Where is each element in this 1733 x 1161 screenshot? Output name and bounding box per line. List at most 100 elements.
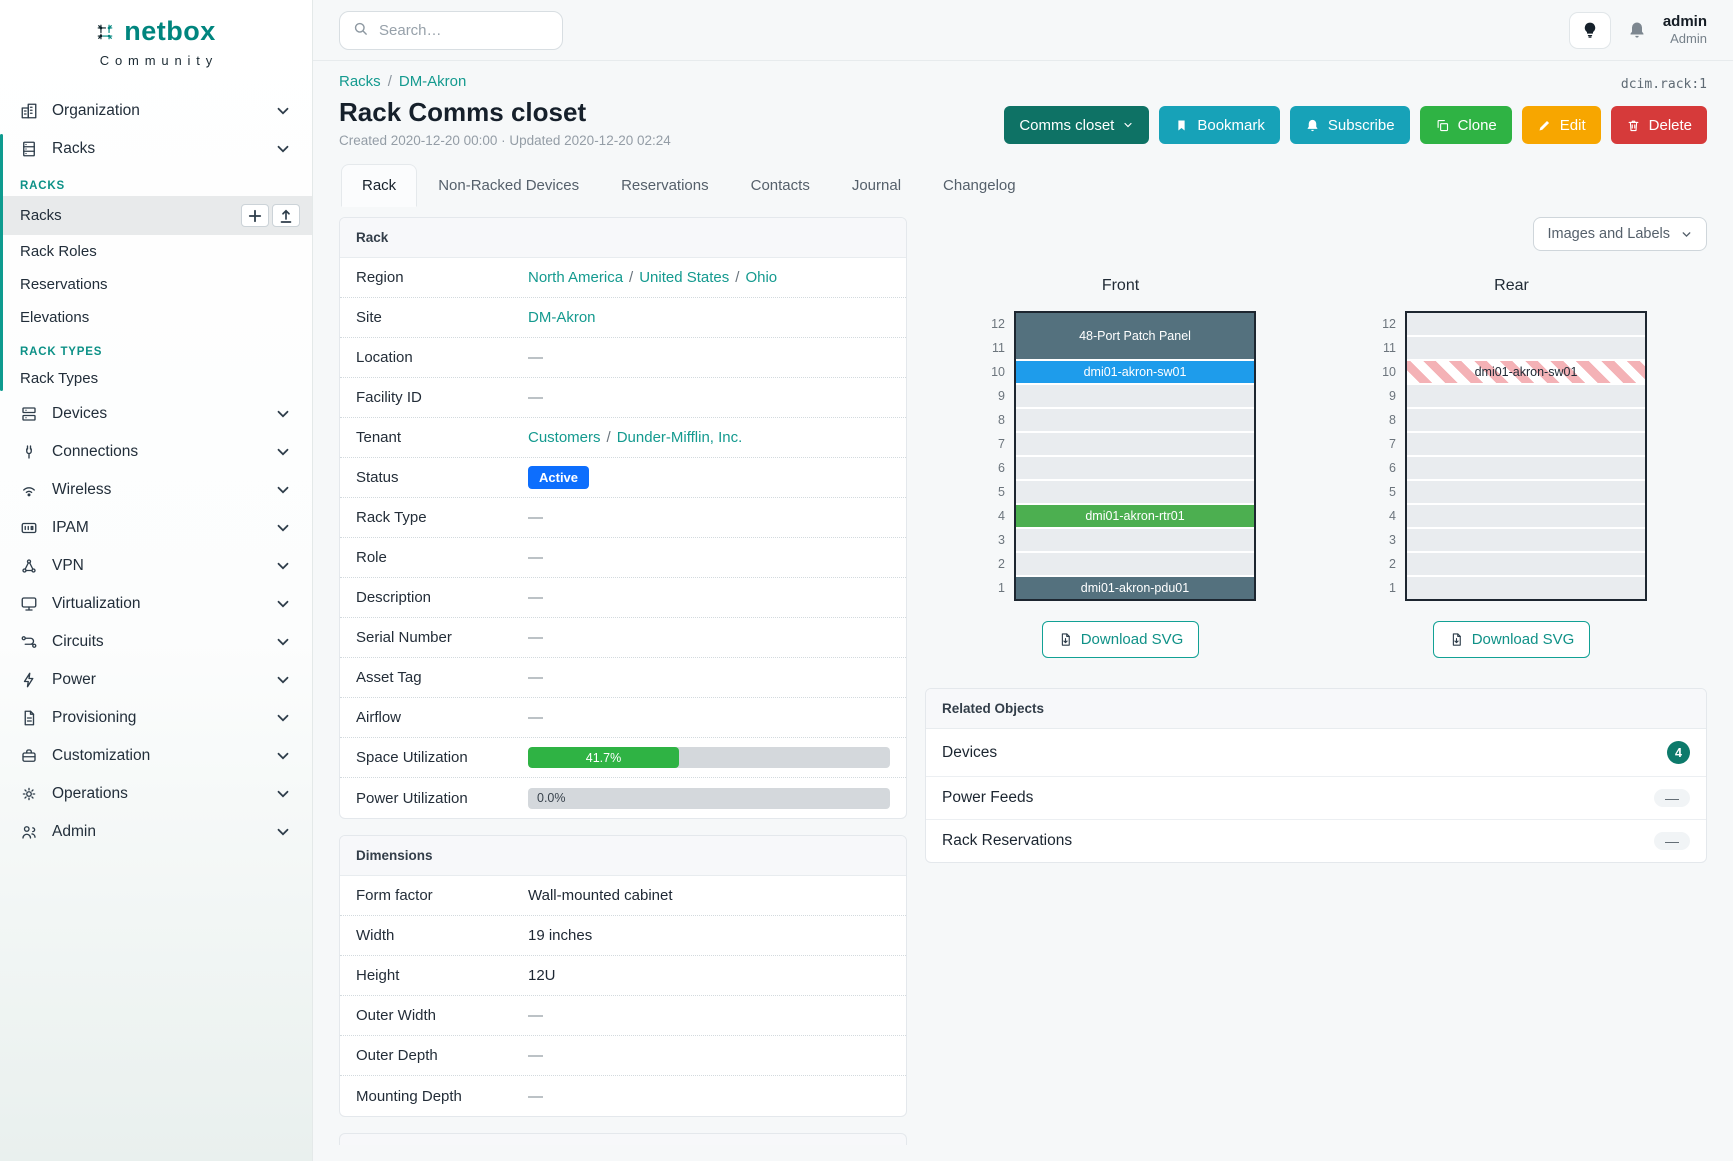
- trash-icon: [1626, 118, 1641, 133]
- sidebar-link-elevations[interactable]: Elevations: [0, 301, 312, 334]
- value-link-ohio[interactable]: Ohio: [745, 269, 778, 286]
- value-link-dunder-mifflin-inc[interactable]: Dunder-Mifflin, Inc.: [616, 429, 743, 446]
- dimensions-panel: Dimensions Form factor Wall-mounted cabin…: [339, 835, 907, 1117]
- empty-value: —: [528, 1047, 543, 1064]
- unit-number: 9: [998, 389, 1005, 403]
- tab-non-racked-devices[interactable]: Non-Racked Devices: [417, 164, 600, 207]
- edit-button[interactable]: Edit: [1521, 106, 1601, 144]
- tab-reservations[interactable]: Reservations: [600, 164, 730, 207]
- device-label: dmi01-akron-sw01: [1083, 365, 1187, 379]
- value-link-united-states[interactable]: United States: [639, 269, 730, 286]
- sidebar-link-reservations[interactable]: Reservations: [0, 268, 312, 301]
- value-link-north-america[interactable]: North America: [528, 269, 624, 286]
- sidebar-item-customization[interactable]: Customization: [0, 737, 312, 775]
- sidebar-item-provisioning[interactable]: Provisioning: [0, 699, 312, 737]
- sidebar-item-wireless[interactable]: Wireless: [0, 471, 312, 509]
- related-row-rack-reservations[interactable]: Rack Reservations —: [926, 820, 1706, 862]
- sidebar-item-circuits[interactable]: Circuits: [0, 623, 312, 661]
- rack-unit-48-port-patch-panel-u12[interactable]: 48-Port Patch Panel: [1016, 313, 1254, 359]
- field-label: Width: [356, 927, 395, 944]
- sidebar-link-rack-roles[interactable]: Rack Roles: [0, 235, 312, 268]
- add-rack-button[interactable]: [241, 204, 269, 227]
- unit-number: 3: [998, 533, 1005, 547]
- rack-unit-empty-u5: [1016, 481, 1254, 503]
- related-row-power-feeds[interactable]: Power Feeds —: [926, 777, 1706, 820]
- notifications-bell-icon[interactable]: [1627, 20, 1647, 40]
- field-row-tenant: Tenant Customers / Dunder-Mifflin, Inc.: [340, 418, 906, 458]
- unit-number: 2: [1389, 557, 1396, 571]
- rack-unit-dmi01-akron-rtr01-u4[interactable]: dmi01-akron-rtr01: [1016, 505, 1254, 527]
- rack-unit-empty-u6: [1016, 457, 1254, 479]
- sidebar-item-organization[interactable]: Organization: [0, 92, 312, 130]
- device-label: 48-Port Patch Panel: [1079, 329, 1191, 343]
- search-box[interactable]: [339, 10, 563, 50]
- download-svg-rear-button[interactable]: Download SVG: [1432, 621, 1591, 658]
- space-utilization-bar: 41.7%: [528, 747, 890, 768]
- brand[interactable]: netbox Community: [0, 0, 312, 68]
- rack-unit-dmi01-akron-sw01-u10[interactable]: dmi01-akron-sw01: [1407, 361, 1645, 383]
- sidebar-item-label: Devices: [52, 405, 108, 422]
- tab-rack[interactable]: Rack: [341, 164, 418, 207]
- sidebar-item-label: Racks: [52, 140, 96, 157]
- breadcrumb-link-racks[interactable]: Racks: [339, 73, 381, 90]
- sidebar-item-devices[interactable]: Devices: [0, 395, 312, 433]
- unit-number: 5: [998, 485, 1005, 499]
- page-title: Rack Comms closet: [339, 97, 587, 127]
- related-label: Power Feeds: [942, 789, 1034, 806]
- rack-unit-empty-u9: [1016, 385, 1254, 407]
- sidebar-item-admin[interactable]: Admin: [0, 813, 312, 851]
- object-id: dcim.rack:1: [1620, 77, 1707, 92]
- bookmark-button[interactable]: Bookmark: [1159, 106, 1280, 144]
- rack-unit-dmi01-akron-sw01-u10[interactable]: dmi01-akron-sw01: [1016, 361, 1254, 383]
- sidebar-item-power[interactable]: Power: [0, 661, 312, 699]
- tab-contacts[interactable]: Contacts: [730, 164, 831, 207]
- page-meta: Created 2020-12-20 00:00 · Updated 2020-…: [339, 133, 671, 148]
- main-area: admin Admin Racks / DM-Akron Rack Comms cl…: [313, 0, 1733, 1161]
- empty-count: —: [1654, 789, 1690, 807]
- rack-panel: Rack Region North America / United States / O…: [339, 217, 907, 819]
- search-input[interactable]: [379, 21, 529, 39]
- field-label: Facility ID: [356, 389, 422, 406]
- rack-unit-dmi01-akron-pdu01-u1[interactable]: dmi01-akron-pdu01: [1016, 577, 1254, 599]
- field-label: Region: [356, 269, 404, 286]
- subscribe-button[interactable]: Subscribe: [1289, 106, 1410, 144]
- breadcrumb-link-dm-akron[interactable]: DM-Akron: [398, 73, 467, 90]
- rack-unit-empty-u6: [1407, 457, 1645, 479]
- related-row-devices[interactable]: Devices 4: [926, 729, 1706, 777]
- empty-value: —: [528, 1087, 543, 1105]
- unit-number: 12: [1382, 317, 1396, 331]
- value-link-customers[interactable]: Customers: [528, 429, 601, 446]
- field-row-description: Description —: [340, 578, 906, 618]
- chevron-down-icon: [274, 557, 292, 575]
- tab-bar: Rack Non-Racked Devices Reservations Contac…: [339, 164, 1707, 207]
- field-label: Space Utilization: [356, 749, 468, 766]
- field-row-power-utilization: Power Utilization 0.0%: [340, 778, 906, 818]
- sidebar-item-operations[interactable]: Operations: [0, 775, 312, 813]
- field-row-site: Site DM-Akron: [340, 298, 906, 338]
- delete-button[interactable]: Delete: [1610, 106, 1707, 144]
- comms-closet-dropdown-button[interactable]: Comms closet: [1004, 106, 1150, 144]
- elevation-view-select[interactable]: Images and Labels: [1533, 217, 1707, 251]
- clone-button[interactable]: Clone: [1419, 106, 1512, 144]
- field-row-outer-depth: Outer Depth —: [340, 1036, 906, 1076]
- device-label: dmi01-akron-pdu01: [1080, 581, 1190, 595]
- tab-journal[interactable]: Journal: [831, 164, 922, 207]
- sidebar-item-ipam[interactable]: IPAM: [0, 509, 312, 547]
- sidebar-link-racks[interactable]: Racks: [0, 196, 312, 235]
- copy-icon: [1435, 118, 1450, 133]
- sidebar-item-connections[interactable]: Connections: [0, 433, 312, 471]
- download-svg-front-button[interactable]: Download SVG: [1041, 621, 1200, 658]
- sidebar-item-racks[interactable]: Racks: [0, 130, 312, 168]
- import-racks-button[interactable]: [272, 204, 300, 227]
- tab-changelog[interactable]: Changelog: [922, 164, 1037, 207]
- user-menu[interactable]: admin Admin: [1663, 13, 1707, 47]
- sidebar-item-vpn[interactable]: VPN: [0, 547, 312, 585]
- sidebar-link-rack-types[interactable]: Rack Types: [0, 362, 312, 395]
- theme-toggle-button[interactable]: [1568, 11, 1611, 49]
- rack-unit-empty-u9: [1407, 385, 1645, 407]
- sidebar-item-virtualization[interactable]: Virtualization: [0, 585, 312, 623]
- sidebar-item-label: Virtualization: [52, 595, 141, 612]
- field-row-serial-number: Serial Number —: [340, 618, 906, 658]
- value-link-dm-akron[interactable]: DM-Akron: [528, 309, 596, 326]
- link-separator: /: [629, 269, 634, 286]
